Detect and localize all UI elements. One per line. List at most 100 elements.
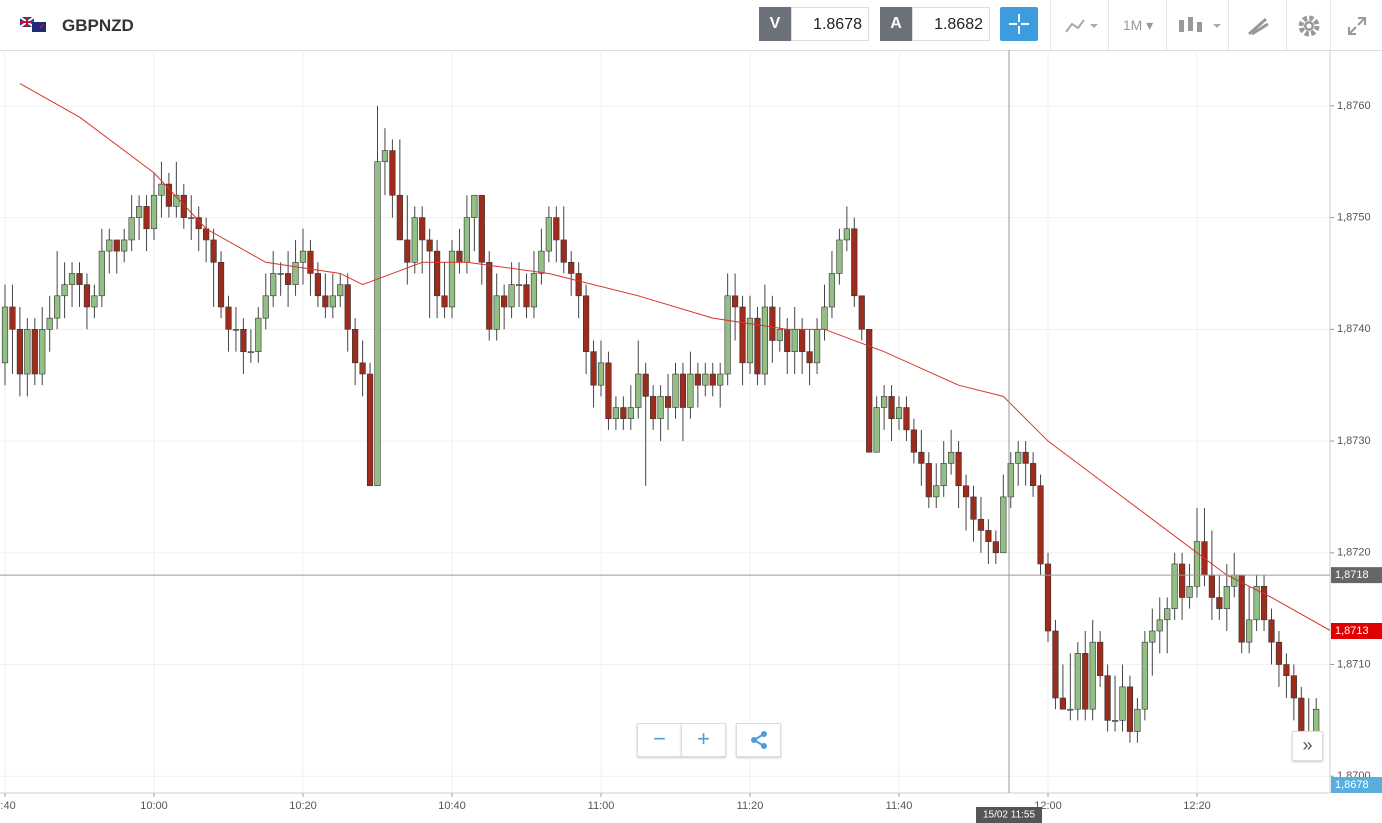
scroll-right-button[interactable]: » — [1292, 731, 1323, 761]
candle-body — [806, 351, 813, 364]
candle-body — [687, 373, 694, 408]
x-tick-label: 10:20 — [289, 800, 317, 812]
timeframe-button[interactable]: 1M ▾ — [1108, 0, 1167, 50]
candle-body — [866, 329, 873, 453]
candle-body — [299, 250, 307, 263]
candle-body — [1216, 597, 1223, 609]
candle-body — [761, 306, 768, 375]
sell-price[interactable]: 1.8678 — [791, 7, 869, 41]
candle-body — [769, 306, 776, 341]
candle-body — [180, 194, 187, 218]
candle-body — [307, 250, 314, 274]
x-tick-label: 11:40 — [886, 800, 913, 812]
candle-body — [940, 463, 947, 487]
candle-body — [1030, 463, 1037, 487]
candle-body — [441, 295, 448, 308]
candle-body — [173, 194, 180, 207]
candle-body — [530, 273, 538, 308]
candle-body — [746, 317, 754, 364]
candle-body — [925, 463, 932, 498]
candle-body — [359, 362, 366, 375]
candle-body — [620, 407, 627, 420]
candle-body — [478, 194, 485, 263]
candle-body — [39, 329, 46, 375]
y-tick-label: 1,8720 — [1337, 547, 1371, 559]
candle-body — [9, 306, 16, 330]
candle-body — [1208, 574, 1215, 598]
candle-body — [590, 351, 597, 386]
bid-price-label: 1,8678 — [1335, 779, 1369, 791]
candle-body — [143, 206, 150, 230]
chart-type-button[interactable] — [1050, 0, 1109, 50]
crosshair-button[interactable] — [1000, 7, 1038, 41]
x-tick-label: 12:20 — [1183, 800, 1211, 812]
buy-label[interactable]: A — [880, 7, 912, 41]
candle-body — [523, 284, 530, 308]
candle-body — [612, 407, 619, 420]
settings-button[interactable] — [1286, 0, 1331, 50]
candle-body — [1134, 708, 1141, 732]
last-price-label: 1,8713 — [1335, 625, 1369, 637]
candle-body — [1097, 641, 1104, 676]
candle-body — [463, 217, 471, 263]
candle-body — [1193, 541, 1201, 587]
candle-body — [1015, 451, 1022, 464]
candle-body — [1089, 641, 1096, 710]
candle-body — [284, 273, 292, 285]
y-tick-label: 1,8740 — [1337, 323, 1371, 335]
candle-body — [538, 250, 545, 274]
header: GBPNZD V 1.8678 A 1.8682 1M ▾ — [0, 0, 1382, 51]
bid-price-label-box — [1331, 777, 1382, 793]
crosshair-price-label: 1,8718 — [1335, 569, 1369, 581]
y-tick-label: 1,8710 — [1337, 658, 1371, 670]
candle-body — [98, 250, 105, 297]
candle-body — [605, 362, 612, 420]
share-button[interactable] — [736, 723, 781, 757]
candle-body — [277, 273, 284, 275]
candle-style-button[interactable] — [1166, 0, 1229, 50]
candle-body — [247, 351, 254, 353]
zoom-in-button[interactable]: + — [681, 723, 726, 757]
candle-body — [948, 451, 955, 464]
candle-body — [784, 329, 791, 352]
candle-body — [1074, 653, 1081, 710]
candle-body — [61, 284, 68, 297]
candle-body — [1223, 586, 1230, 609]
candle-body — [1290, 675, 1297, 699]
candle-body — [955, 451, 962, 487]
candle-body — [31, 329, 38, 375]
candle-body — [322, 295, 329, 308]
candle-body — [717, 373, 724, 386]
fullscreen-button[interactable] — [1330, 0, 1382, 50]
draw-button[interactable] — [1228, 0, 1287, 50]
buy-price[interactable]: 1.8682 — [912, 7, 990, 41]
candle-body — [1231, 574, 1238, 587]
candle-body — [821, 306, 828, 330]
candle-body — [121, 239, 128, 252]
candle-body — [225, 306, 232, 330]
candle-body — [1104, 675, 1111, 721]
sell-label[interactable]: V — [759, 7, 791, 41]
y-tick-label: 1,8750 — [1337, 212, 1371, 224]
candle-body — [314, 273, 322, 297]
candle-body — [903, 407, 910, 431]
candle-body — [933, 485, 940, 498]
candle-body — [1141, 641, 1148, 710]
candle-body — [1, 306, 9, 364]
last-price-label-box — [1331, 622, 1382, 639]
x-tick-label: 10:40 — [438, 800, 466, 812]
candle-body — [381, 150, 389, 163]
candle-body — [1052, 630, 1059, 699]
candle-body — [113, 239, 120, 252]
candle-body — [888, 396, 895, 420]
candle-body — [292, 261, 299, 285]
candle-body — [836, 239, 843, 274]
candle-body — [1059, 697, 1066, 710]
zoom-out-button[interactable]: − — [637, 723, 682, 757]
candle-body — [16, 329, 24, 375]
candle-body — [188, 217, 195, 219]
x-tick-label: 10:00 — [140, 800, 168, 812]
candle-body — [366, 373, 374, 487]
y-tick-label: 1,8730 — [1337, 435, 1371, 447]
candle-body — [1164, 608, 1171, 621]
